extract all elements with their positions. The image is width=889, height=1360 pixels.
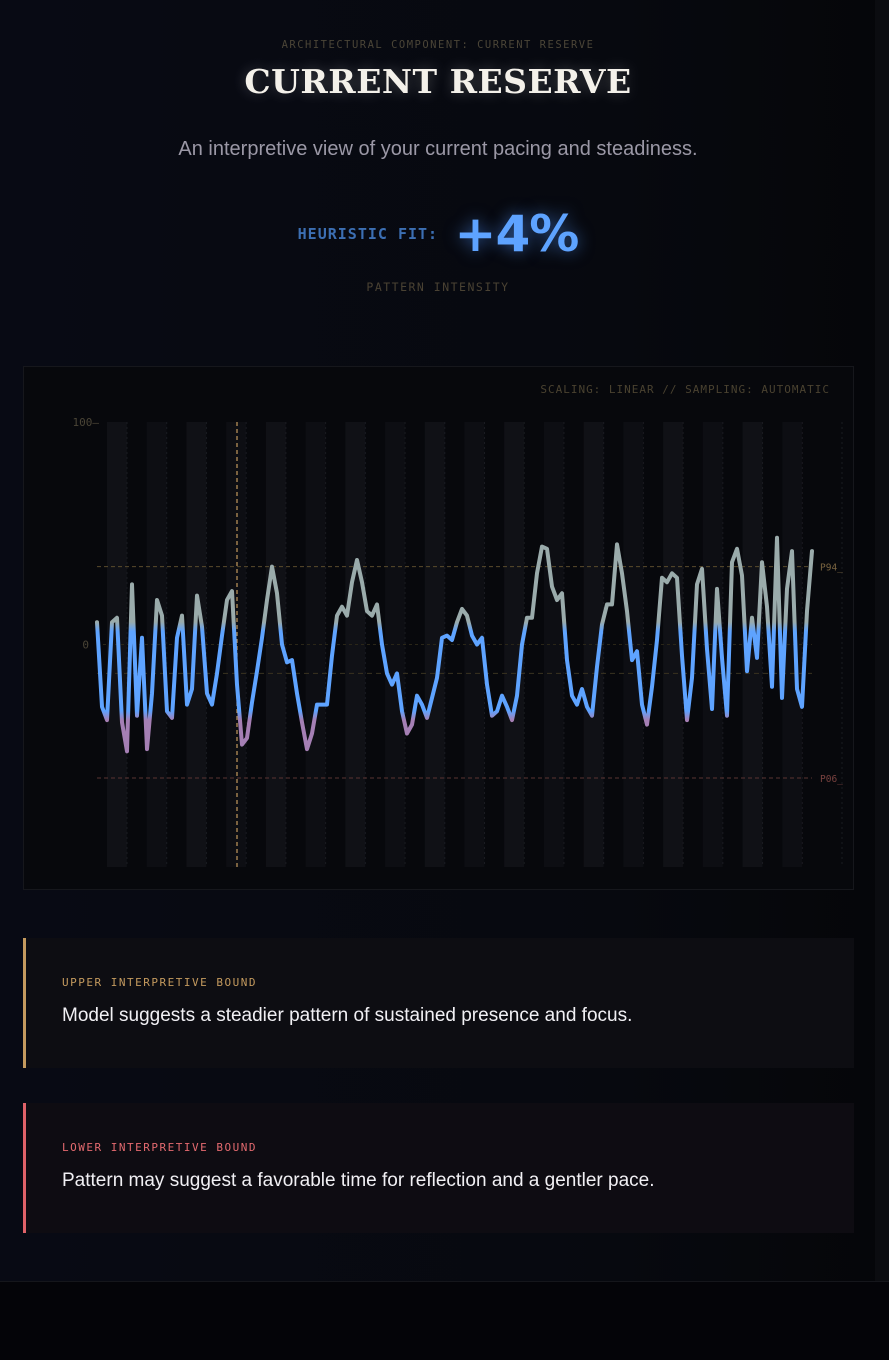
background-band <box>265 422 286 867</box>
reserve-chart-panel: SCALING: LINEAR // SAMPLING: AUTOMATIC P… <box>23 366 854 890</box>
reserve-series-line <box>95 535 814 754</box>
y-tick-label: 0 <box>82 639 89 652</box>
scrollbar-track[interactable] <box>875 0 889 1282</box>
page-title: CURRENT RESERVE <box>244 62 632 101</box>
background-band <box>464 422 485 867</box>
footer-divider <box>0 1281 889 1282</box>
background-band <box>146 422 167 867</box>
reference-label-p94: P94_ <box>820 563 843 574</box>
lower-bound-card: LOWER INTERPRETIVE BOUND Pattern may sug… <box>23 1103 854 1233</box>
background-band <box>583 422 604 867</box>
reserve-line-chart: P94_ P06_ 100— 0 <box>73 416 843 867</box>
heuristic-fit-label: HEURISTIC FIT: <box>297 225 439 243</box>
lower-bound-label: LOWER INTERPRETIVE BOUND <box>62 1141 257 1154</box>
background-band <box>504 422 525 867</box>
page-footer <box>0 1282 889 1360</box>
heuristic-fit-row: HEURISTIC FIT: +4% <box>0 205 876 263</box>
section-eyebrow: ARCHITECTURAL COMPONENT: CURRENT RESERVE <box>281 39 595 51</box>
background-band <box>385 422 405 867</box>
background-band <box>782 422 803 867</box>
reference-label-p06: P06_ <box>820 774 843 785</box>
upper-bound-text: Model suggests a steadier pattern of sus… <box>62 1005 633 1026</box>
upper-bound-label: UPPER INTERPRETIVE BOUND <box>62 976 257 989</box>
chart-scaling-meta: SCALING: LINEAR // SAMPLING: AUTOMATIC <box>540 383 830 396</box>
lower-bound-text: Pattern may suggest a favorable time for… <box>62 1170 655 1191</box>
y-tick-label: 100— <box>73 416 100 429</box>
pattern-intensity-caption: PATTERN INTENSITY <box>366 280 510 294</box>
upper-bound-card: UPPER INTERPRETIVE BOUND Model suggests … <box>23 938 854 1068</box>
heuristic-fit-value: +4% <box>454 205 580 263</box>
page-subtitle: An interpretive view of your current pac… <box>178 138 698 160</box>
